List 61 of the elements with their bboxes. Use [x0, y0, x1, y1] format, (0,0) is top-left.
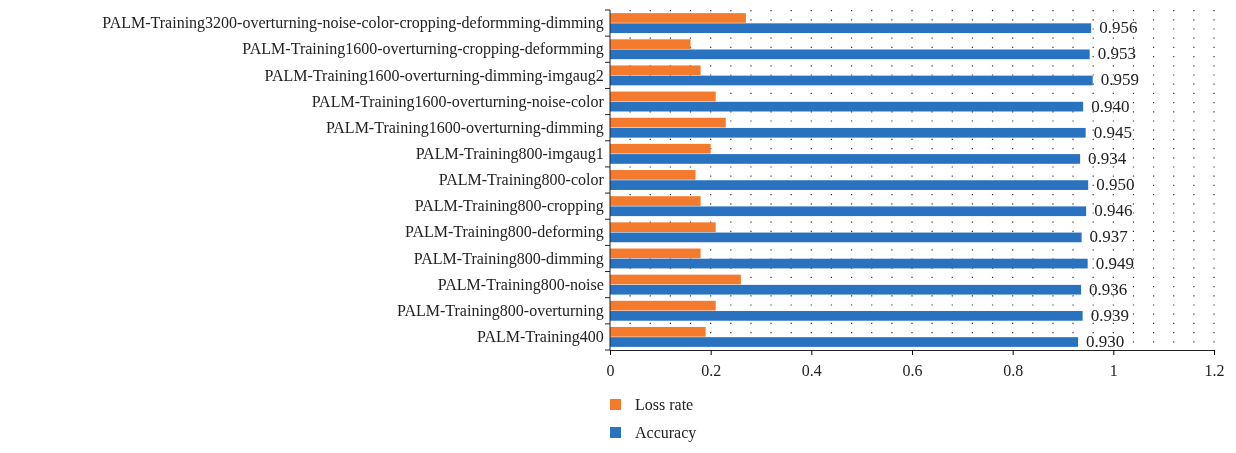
- data-label: 0.953: [1097, 44, 1136, 64]
- data-label: 0.939: [1090, 305, 1129, 325]
- data-label: 0.934: [1088, 148, 1127, 168]
- bar: [610, 39, 691, 49]
- bar: [610, 311, 1083, 321]
- bar: [610, 170, 696, 180]
- bar: [610, 13, 746, 23]
- y-tick-label: PALM-Training3200-overturning-noise-color-cropping-deformming-dimming: [102, 14, 604, 33]
- bar: [610, 196, 701, 206]
- bar: [610, 143, 711, 154]
- data-label: 0.940: [1091, 96, 1130, 116]
- x-tick-label: 0: [606, 361, 615, 379]
- bar: [610, 206, 1087, 217]
- bar: [610, 180, 1089, 190]
- bar: [610, 248, 701, 259]
- bar: [610, 284, 1082, 295]
- bar: [610, 232, 1082, 243]
- bar: [610, 49, 1090, 60]
- bar: [610, 154, 1081, 164]
- data-label: 0.930: [1086, 332, 1125, 352]
- x-tick-label: 1.2: [1204, 361, 1225, 379]
- y-tick-label: PALM-Training800-deforming: [404, 223, 604, 242]
- y-tick-label: PALM-Training800-imgaug1: [415, 144, 604, 163]
- y-tick-label: PALM-Training800-cropping: [414, 197, 604, 216]
- y-tick-label: PALM-Training1600-overturning-noise-color: [311, 92, 605, 111]
- legend-label: Accuracy: [635, 424, 697, 442]
- data-label: 0.936: [1089, 279, 1128, 299]
- x-tick-label: 0.2: [701, 361, 722, 379]
- bar: [610, 326, 706, 337]
- y-tick-label: PALM-Training1600-overturning-dimming: [325, 118, 604, 137]
- bar: [610, 91, 716, 102]
- data-label: 0.959: [1100, 70, 1139, 90]
- x-tick-label: 1: [1109, 361, 1118, 379]
- y-tick-label: PALM-Training1600-overturning-dimming-imgaug2: [264, 66, 604, 85]
- data-label: 0.949: [1095, 253, 1134, 273]
- bar: [610, 75, 1093, 86]
- y-tick-label: PALM-Training1600-overturning-cropping-deformming: [242, 40, 604, 59]
- x-tick-label: 0.8: [1003, 361, 1024, 379]
- data-label: 0.946: [1094, 201, 1133, 221]
- x-tick-label: 0.4: [801, 361, 822, 379]
- y-tick-label: PALM-Training800-noise: [437, 275, 604, 294]
- bar: [610, 23, 1092, 34]
- bar: [610, 337, 1079, 347]
- data-label: 0.950: [1096, 175, 1135, 195]
- y-tick-label: PALM-Training800-dimming: [413, 249, 604, 268]
- data-label: 0.945: [1093, 122, 1132, 142]
- bar: [610, 127, 1086, 138]
- bar: [610, 101, 1084, 112]
- data-label: 0.956: [1099, 18, 1138, 38]
- bar: [610, 300, 716, 311]
- bar: [610, 117, 726, 128]
- legend-label: Loss rate: [635, 396, 694, 413]
- bar: [610, 65, 701, 76]
- y-tick-label: PALM-Training400: [476, 328, 604, 347]
- x-tick-label: 0.6: [902, 361, 923, 379]
- bar: [610, 258, 1088, 269]
- bar: [610, 274, 741, 285]
- y-tick-label: PALM-Training800-overturning: [396, 301, 604, 320]
- data-label: 0.937: [1089, 227, 1129, 247]
- y-tick-label: PALM-Training800-color: [438, 171, 605, 190]
- bar: [610, 222, 716, 233]
